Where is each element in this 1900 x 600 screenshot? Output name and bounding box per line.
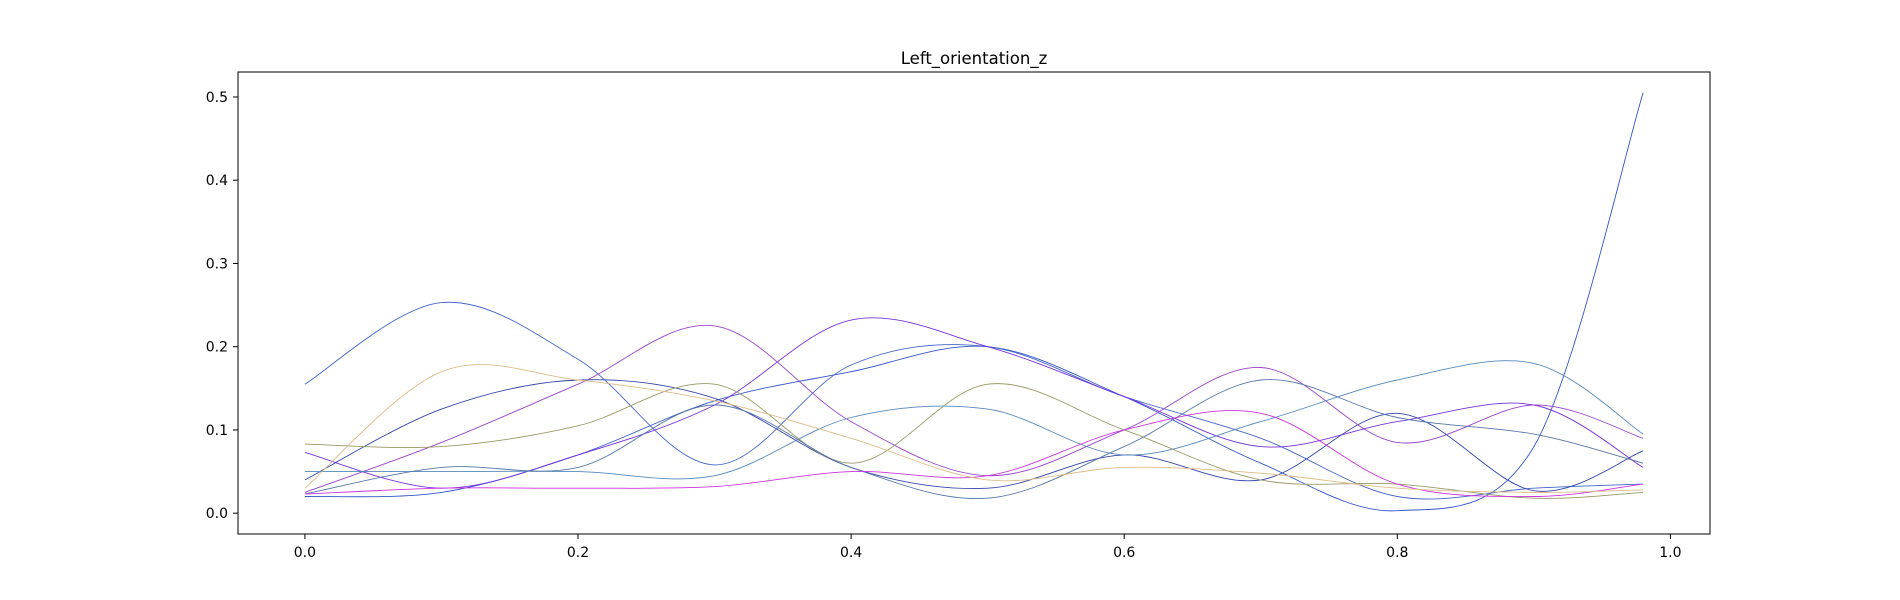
x-tick-label: 1.0 [1659, 545, 1681, 561]
series-line-3 [304, 317, 1644, 489]
series-line-10 [304, 364, 1644, 493]
axes-frame [237, 71, 1711, 535]
y-tick-label: 0.0 [206, 506, 228, 522]
x-tick-label: 0.4 [840, 545, 862, 561]
x-tick-label: 0.2 [567, 545, 589, 561]
x-tick-label: 0.6 [1113, 545, 1135, 561]
y-tick-label: 0.4 [206, 173, 228, 189]
y-tick-label: 0.1 [206, 423, 228, 439]
series-layer [304, 92, 1644, 512]
series-line-7 [304, 383, 1644, 499]
series-line-8 [304, 379, 1644, 500]
chart-title: Left_orientation_z [901, 49, 1047, 69]
x-tick-label: 0.0 [294, 545, 316, 561]
y-tick-label: 0.2 [206, 340, 228, 356]
x-tick-label: 0.8 [1386, 545, 1408, 561]
y-tick-label: 0.3 [206, 256, 228, 272]
x-axis-ticks: 0.0 0.2 0.4 0.6 0.8 1.0 [294, 534, 1682, 561]
y-tick-label: 0.5 [206, 90, 228, 106]
series-line-2 [304, 301, 1644, 500]
series-line-9 [304, 410, 1644, 497]
series-line-4 [304, 379, 1644, 492]
y-axis-ticks: 0.0 0.1 0.2 0.3 0.4 0.5 [206, 90, 238, 522]
